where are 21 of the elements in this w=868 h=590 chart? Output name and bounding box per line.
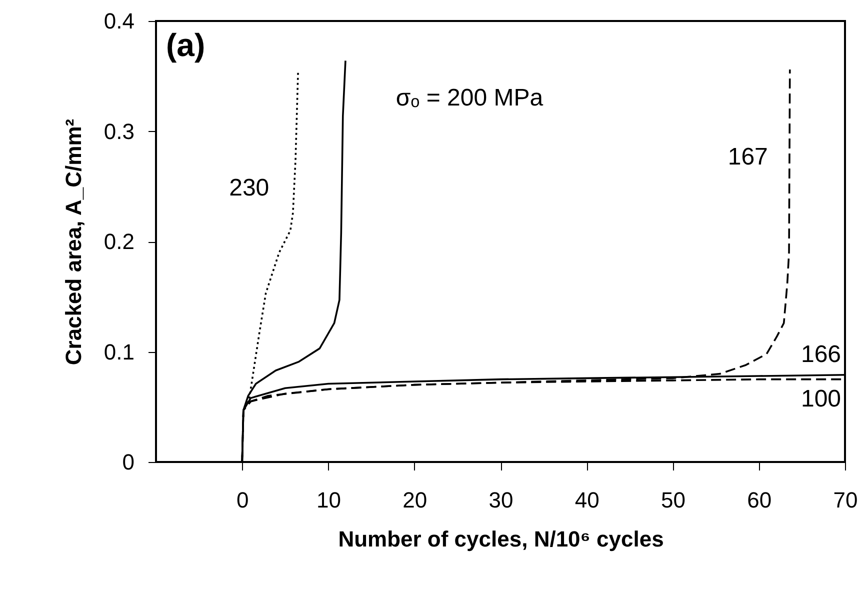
annotation: (a) bbox=[166, 27, 206, 63]
x-tick-label: 20 bbox=[402, 488, 428, 512]
y-tick-label: 0 bbox=[122, 450, 134, 474]
text: σₒ = 200 MPa bbox=[396, 84, 544, 112]
x-tick-label: 30 bbox=[488, 488, 514, 512]
x-tick-label: 0 bbox=[236, 488, 249, 512]
x-tick-label: 50 bbox=[661, 488, 686, 512]
x-tick-label: 10 bbox=[316, 488, 341, 512]
y-tick-label: 0.3 bbox=[104, 118, 134, 144]
y-tick-label: 0.2 bbox=[104, 229, 134, 254]
x-axis-title: Number of cycles, N/10⁶ cycles bbox=[338, 526, 664, 552]
y-tick-label: 0.1 bbox=[104, 339, 134, 364]
x-tick-label: 70 bbox=[833, 488, 858, 512]
y-axis-title: Cracked area, A_C/mm² bbox=[60, 118, 86, 366]
series-label: 166 bbox=[800, 340, 842, 368]
series-label: 100 bbox=[800, 385, 842, 412]
x-tick-label: 60 bbox=[747, 488, 772, 512]
y-tick-label: 0.4 bbox=[104, 8, 134, 34]
series-label: 230 bbox=[229, 174, 270, 202]
series-label: 167 bbox=[728, 144, 768, 171]
x-tick-label: 40 bbox=[574, 488, 600, 512]
